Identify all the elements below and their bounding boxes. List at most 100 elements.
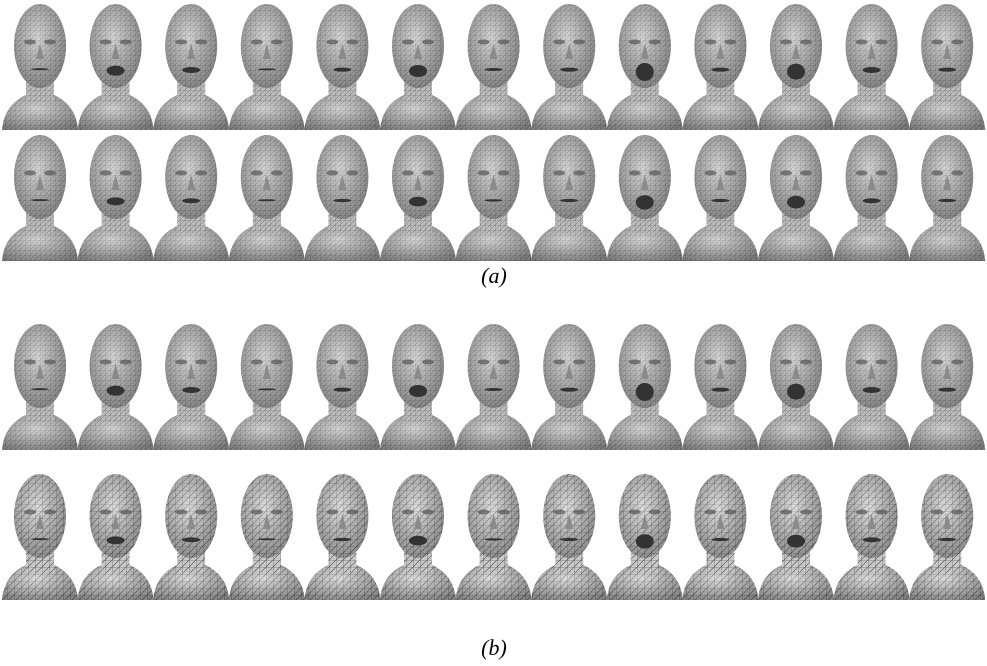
eye bbox=[800, 360, 812, 365]
eye bbox=[951, 510, 963, 515]
eye bbox=[951, 171, 963, 176]
figure: (a) (b) bbox=[0, 0, 987, 666]
face-mesh bbox=[2, 474, 78, 600]
eye bbox=[346, 171, 358, 176]
mouth bbox=[938, 538, 956, 541]
eye bbox=[120, 171, 132, 176]
mouth bbox=[182, 67, 200, 73]
eye bbox=[931, 40, 943, 45]
mouth bbox=[107, 197, 125, 205]
eye bbox=[251, 510, 263, 515]
eye bbox=[704, 40, 716, 45]
eye bbox=[195, 40, 207, 45]
eye bbox=[478, 360, 490, 365]
eye bbox=[800, 171, 812, 176]
mouth bbox=[485, 538, 503, 540]
face-mesh bbox=[607, 324, 683, 450]
face-mesh bbox=[229, 474, 305, 600]
eye bbox=[780, 510, 792, 515]
eye bbox=[498, 171, 510, 176]
mouth bbox=[787, 384, 805, 400]
eye bbox=[100, 40, 112, 45]
mouth bbox=[485, 199, 503, 201]
mouth bbox=[938, 388, 956, 392]
eye bbox=[100, 171, 112, 176]
face-mesh bbox=[531, 474, 607, 600]
eye bbox=[629, 510, 641, 515]
mouth bbox=[787, 64, 805, 80]
eye bbox=[478, 510, 490, 515]
eye bbox=[175, 360, 187, 365]
eye bbox=[24, 171, 36, 176]
face-mesh bbox=[531, 4, 607, 130]
eye bbox=[856, 510, 868, 515]
eye bbox=[724, 510, 736, 515]
eye bbox=[800, 40, 812, 45]
eye bbox=[44, 171, 56, 176]
mouth bbox=[409, 385, 427, 397]
mouth bbox=[938, 68, 956, 72]
face-mesh bbox=[78, 474, 154, 600]
eye bbox=[553, 360, 565, 365]
face-mesh bbox=[607, 4, 683, 130]
eye bbox=[271, 360, 283, 365]
eye bbox=[175, 40, 187, 45]
face-mesh bbox=[909, 474, 985, 600]
face-mesh bbox=[607, 474, 683, 600]
mouth bbox=[333, 68, 351, 72]
eye bbox=[876, 40, 888, 45]
mouth bbox=[31, 538, 49, 540]
mouth bbox=[560, 388, 578, 392]
eye bbox=[649, 171, 661, 176]
eye bbox=[44, 360, 56, 365]
face-mesh bbox=[834, 135, 910, 261]
eye bbox=[120, 360, 132, 365]
eye bbox=[251, 360, 263, 365]
eye bbox=[876, 510, 888, 515]
mouth bbox=[863, 387, 881, 393]
eye bbox=[326, 171, 338, 176]
eye bbox=[780, 40, 792, 45]
face-mesh bbox=[682, 4, 758, 130]
eye bbox=[780, 360, 792, 365]
eye bbox=[724, 360, 736, 365]
face-mesh bbox=[229, 324, 305, 450]
face-mesh bbox=[2, 135, 78, 261]
eye bbox=[553, 40, 565, 45]
face-meshes bbox=[2, 4, 985, 600]
eye bbox=[402, 510, 414, 515]
eye bbox=[649, 510, 661, 515]
eye bbox=[931, 171, 943, 176]
mouth bbox=[938, 199, 956, 202]
eye bbox=[346, 510, 358, 515]
face-mesh bbox=[78, 324, 154, 450]
eye bbox=[629, 360, 641, 365]
eye bbox=[649, 360, 661, 365]
eye bbox=[498, 360, 510, 365]
eye bbox=[780, 171, 792, 176]
panel-label: (b) bbox=[481, 635, 507, 660]
eye bbox=[422, 171, 434, 176]
mouth bbox=[787, 196, 805, 209]
eye bbox=[175, 171, 187, 176]
eye bbox=[402, 171, 414, 176]
mouth bbox=[258, 68, 276, 70]
face-mesh bbox=[758, 135, 834, 261]
mouth bbox=[333, 388, 351, 392]
face-mesh bbox=[758, 4, 834, 130]
face-mesh bbox=[531, 135, 607, 261]
face-mesh bbox=[380, 474, 456, 600]
face-mesh bbox=[909, 4, 985, 130]
eye bbox=[553, 171, 565, 176]
eye bbox=[951, 40, 963, 45]
face-mesh bbox=[153, 324, 229, 450]
face-mesh bbox=[909, 135, 985, 261]
eye bbox=[856, 40, 868, 45]
face-mesh bbox=[229, 135, 305, 261]
face-mesh bbox=[682, 474, 758, 600]
mouth bbox=[863, 198, 881, 203]
eye bbox=[24, 360, 36, 365]
face-mesh bbox=[153, 4, 229, 130]
mouth bbox=[711, 68, 729, 72]
face-mesh bbox=[304, 474, 380, 600]
